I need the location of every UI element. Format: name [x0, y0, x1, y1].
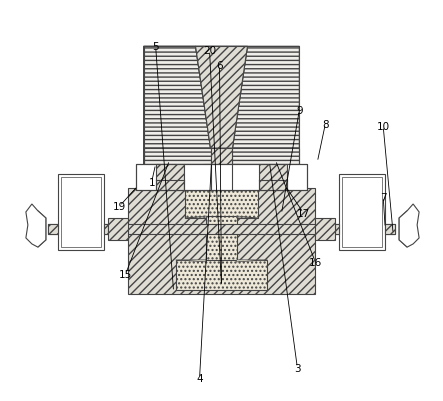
Text: 6: 6 — [216, 61, 223, 71]
Text: 19: 19 — [113, 201, 126, 211]
Bar — [210, 149, 233, 167]
Polygon shape — [195, 47, 248, 149]
Bar — [104, 225, 108, 234]
Polygon shape — [175, 260, 206, 262]
Bar — [339, 174, 385, 250]
Bar — [315, 219, 335, 240]
Text: 17: 17 — [297, 208, 310, 218]
Polygon shape — [210, 149, 233, 165]
Bar — [144, 47, 299, 167]
Text: 20: 20 — [203, 46, 216, 56]
Bar — [144, 149, 299, 167]
Bar — [206, 217, 237, 262]
Bar — [108, 219, 128, 240]
Text: 16: 16 — [309, 257, 322, 267]
Polygon shape — [195, 47, 248, 149]
Bar — [175, 260, 268, 290]
Bar — [185, 188, 258, 219]
Bar — [58, 174, 104, 250]
Bar — [342, 178, 382, 247]
Polygon shape — [26, 205, 46, 247]
Text: 7: 7 — [380, 192, 386, 202]
Bar — [335, 225, 339, 234]
Bar — [128, 188, 315, 294]
Polygon shape — [237, 217, 258, 219]
Text: 5: 5 — [152, 42, 159, 52]
Text: 15: 15 — [119, 269, 132, 279]
Bar — [61, 178, 101, 247]
Text: 10: 10 — [377, 122, 390, 132]
Text: 1: 1 — [148, 178, 155, 188]
Polygon shape — [144, 47, 210, 167]
Polygon shape — [144, 47, 210, 167]
Text: 3: 3 — [294, 363, 301, 373]
Polygon shape — [399, 205, 419, 247]
Polygon shape — [233, 165, 260, 190]
Polygon shape — [237, 260, 268, 262]
Text: 9: 9 — [296, 106, 303, 116]
Bar — [203, 165, 240, 190]
Text: 8: 8 — [322, 120, 329, 130]
Polygon shape — [38, 211, 46, 247]
Polygon shape — [185, 217, 206, 219]
Polygon shape — [233, 47, 299, 167]
Bar — [136, 165, 307, 190]
Bar — [155, 165, 183, 190]
Polygon shape — [399, 211, 407, 247]
Bar — [136, 165, 307, 190]
Bar — [48, 225, 58, 234]
Text: 4: 4 — [196, 373, 203, 383]
Polygon shape — [183, 165, 210, 190]
Bar — [385, 225, 395, 234]
Bar — [48, 225, 395, 234]
Bar — [260, 165, 288, 190]
